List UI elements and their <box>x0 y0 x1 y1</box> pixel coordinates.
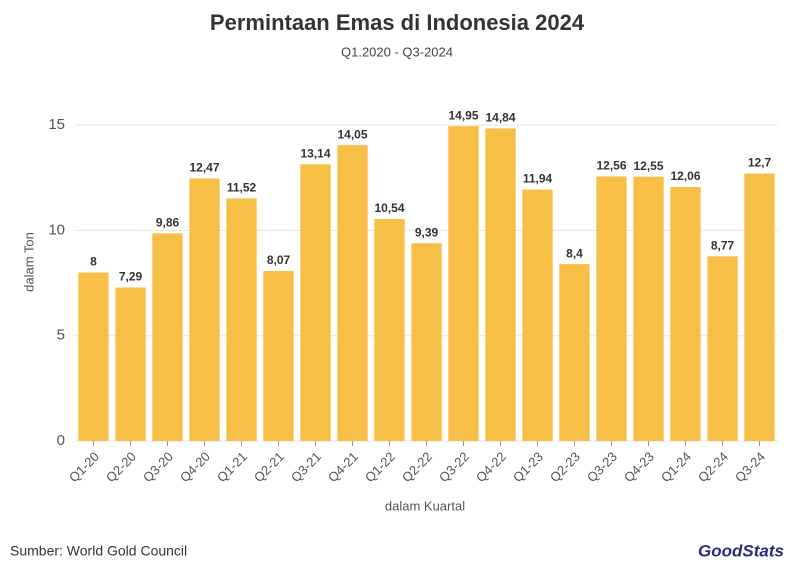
source: Sumber: World Gold Council <box>10 543 187 559</box>
bar <box>670 187 701 441</box>
bar <box>226 198 257 441</box>
x-tick-label: Q1-21 <box>214 449 250 485</box>
bar <box>522 189 553 441</box>
bar <box>189 178 220 441</box>
x-tick-label: Q2-23 <box>547 449 583 485</box>
x-tick-label: Q3-21 <box>288 449 324 485</box>
bar <box>300 164 331 442</box>
data-label: 9,39 <box>415 225 439 239</box>
chart-title: Permintaan Emas di Indonesia 2024 <box>210 10 585 35</box>
x-tick-label: Q1-23 <box>510 449 546 485</box>
x-tick-label: Q4-20 <box>177 449 213 485</box>
data-label: 10,54 <box>374 201 404 215</box>
bar <box>263 271 294 441</box>
x-tick-label: Q2-20 <box>103 449 139 485</box>
x-tick-label: Q3-23 <box>584 449 620 485</box>
y-tick-label: 5 <box>57 327 65 344</box>
data-label: 7,29 <box>119 270 143 284</box>
data-label: 8,77 <box>711 238 735 252</box>
bar <box>744 173 775 441</box>
x-tick-label: Q1-20 <box>66 449 102 485</box>
bar <box>78 272 109 441</box>
x-tick-label: Q1-24 <box>658 449 694 485</box>
bar <box>337 145 368 441</box>
x-tick-label: Q4-22 <box>473 449 509 485</box>
y-tick-label: 0 <box>57 432 65 449</box>
x-tick-label: Q4-23 <box>621 449 657 485</box>
data-label: 14,05 <box>337 127 367 141</box>
data-label: 12,7 <box>748 156 772 170</box>
data-label: 11,52 <box>227 181 257 195</box>
bar <box>115 287 146 441</box>
data-label: 11,94 <box>523 172 553 186</box>
data-label: 14,95 <box>448 108 478 122</box>
x-tick-label: Q1-22 <box>362 449 398 485</box>
y-tick-label: 10 <box>48 221 65 238</box>
chart-subtitle: Q1.2020 - Q3-2024 <box>341 44 453 59</box>
bar <box>559 264 590 441</box>
data-label: 8,4 <box>566 246 583 260</box>
bar <box>485 128 516 441</box>
x-tick-label: Q3-24 <box>732 449 768 485</box>
x-axis-title: dalam Kuartal <box>385 498 465 513</box>
logo: GoodStats <box>698 541 784 560</box>
data-label: 8,07 <box>267 253 291 267</box>
bar <box>152 233 183 441</box>
bar <box>374 219 405 441</box>
data-label: 13,14 <box>300 146 330 160</box>
bar <box>596 176 627 442</box>
data-label: 12,47 <box>189 161 219 175</box>
x-tick-label: Q4-21 <box>325 449 361 485</box>
x-tick-label: Q3-22 <box>436 449 472 485</box>
data-label: 14,84 <box>485 111 515 125</box>
x-tick-label: Q3-20 <box>140 449 176 485</box>
data-label: 12,06 <box>670 169 700 183</box>
y-axis-title: dalam Ton <box>21 232 36 292</box>
bar <box>411 243 442 441</box>
data-label: 12,55 <box>633 159 663 173</box>
x-tick-label: Q2-22 <box>399 449 435 485</box>
bar <box>707 256 738 441</box>
data-label: 8 <box>90 255 97 269</box>
bar <box>633 176 664 441</box>
bar <box>448 126 479 441</box>
data-label: 12,56 <box>596 159 626 173</box>
x-tick-label: Q2-21 <box>251 449 287 485</box>
data-label: 9,86 <box>156 216 180 230</box>
x-tick-label: Q2-24 <box>695 449 731 485</box>
y-tick-label: 15 <box>48 116 65 133</box>
